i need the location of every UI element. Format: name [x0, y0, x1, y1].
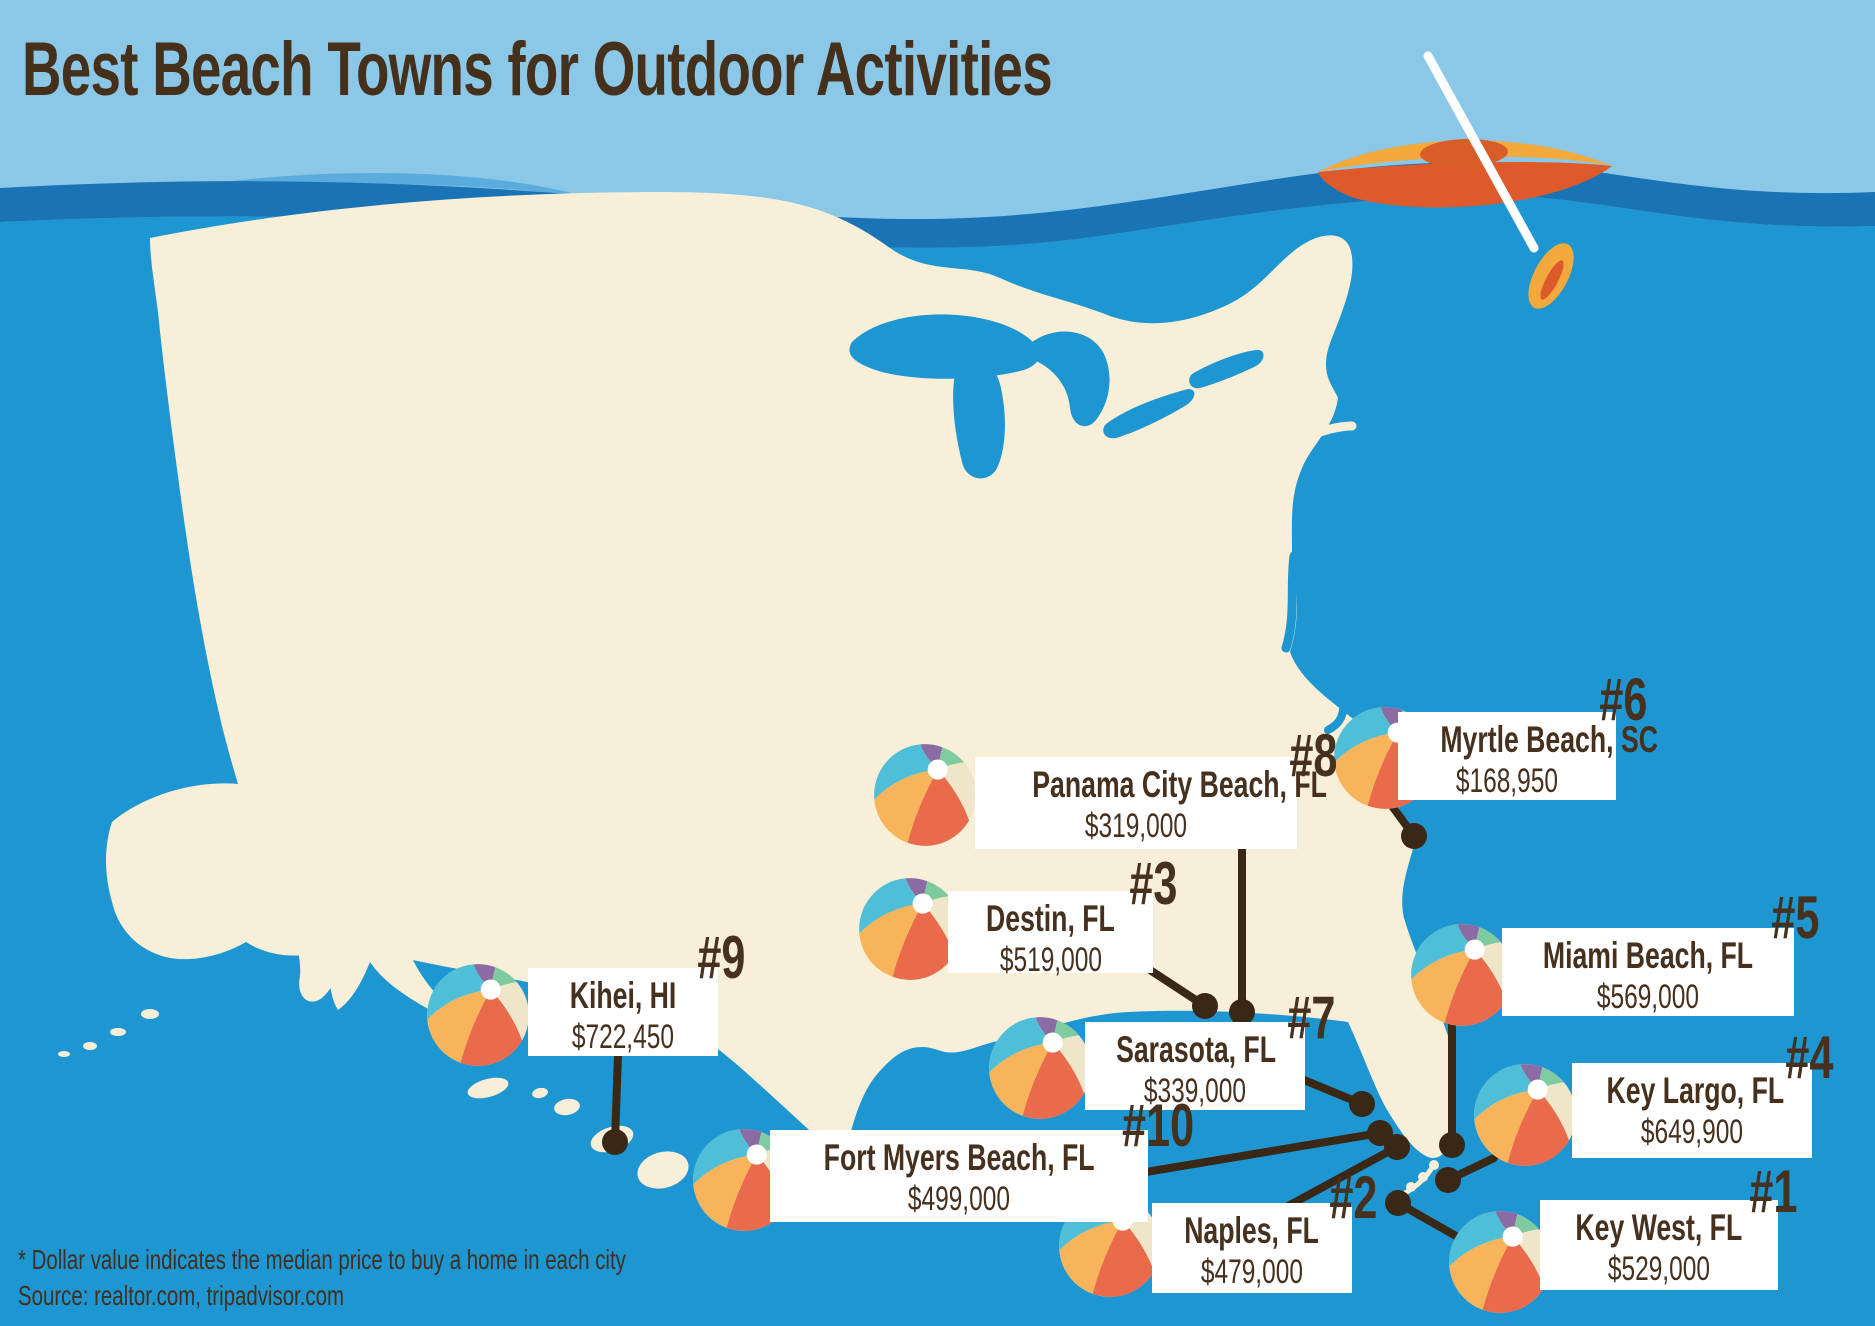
label-box: [948, 891, 1153, 973]
location-rank: #6: [1599, 666, 1648, 733]
location-name: Fort Myers Beach, FL: [823, 1137, 1095, 1178]
label-box: [1085, 1022, 1305, 1110]
leader-lines: [602, 802, 1498, 1248]
location-name: Sarasota, FL: [1116, 1029, 1276, 1070]
location-price: $499,000: [907, 1180, 1011, 1218]
lake-superior: [849, 314, 1040, 379]
beach-ball-icon: [1472, 1062, 1578, 1168]
location-price: $519,000: [999, 941, 1102, 979]
beach-ball-icon: [987, 1015, 1093, 1121]
label-box: [1502, 928, 1794, 1016]
label-box: [1152, 1203, 1352, 1293]
lake-michigan: [953, 361, 1005, 479]
footnote: * Dollar value indicates the median pric…: [18, 1242, 851, 1314]
long-island: [1301, 421, 1357, 443]
location-name: Kihei, HI: [569, 975, 677, 1016]
location-sarasota: Sarasota, FL $339,000 #7: [1085, 988, 1335, 1110]
location-rank: #1: [1749, 1158, 1798, 1225]
beach-ball-icon: [1447, 1209, 1553, 1315]
location-price: $168,950: [1455, 762, 1559, 800]
label-box: [1398, 712, 1616, 800]
location-name: Myrtle Beach, SC: [1440, 719, 1658, 760]
location-price: $569,000: [1596, 978, 1700, 1016]
chesapeake-bay: [1281, 551, 1347, 734]
location-rank: #3: [1129, 850, 1178, 917]
location-price: $649,900: [1640, 1113, 1744, 1151]
location-myrtle-beach: Myrtle Beach, SC $168,950 #6: [1398, 670, 1658, 800]
location-name: Miami Beach, FL: [1542, 935, 1754, 976]
location-panama-city-beach: Panama City Beach, FL $319,000 #8: [975, 726, 1337, 849]
location-name: Panama City Beach, FL: [1032, 764, 1327, 805]
alaska: [106, 783, 442, 1012]
location-name: Key West, FL: [1575, 1207, 1743, 1248]
location-rank: #4: [1785, 1024, 1834, 1091]
wave-highlight: [130, 172, 590, 198]
lake-erie: [1103, 389, 1195, 439]
beach-ball-icon: [872, 742, 978, 848]
location-key-west: Key West, FL $529,000 #1: [1540, 1162, 1797, 1290]
footnote-source: Source: realtor.com, tripadvisor.com: [18, 1280, 345, 1311]
location-price: $479,000: [1200, 1253, 1304, 1291]
location-price: $319,000: [1084, 807, 1188, 845]
location-price: $722,450: [571, 1018, 675, 1056]
location-rank: #5: [1771, 884, 1820, 951]
great-lakes: [849, 314, 1347, 734]
beach-ball-icon: [1409, 922, 1515, 1028]
location-price: $339,000: [1143, 1072, 1247, 1110]
location-destin: Destin, FL $519,000 #3: [948, 854, 1177, 973]
location-rank: #8: [1289, 722, 1338, 789]
location-price: $529,000: [1607, 1250, 1711, 1288]
page-title: Best Beach Towns for Outdoor Activities: [22, 27, 1053, 112]
location-kihei: Kihei, HI $722,450 #9: [528, 928, 745, 1056]
label-box: [528, 968, 718, 1056]
location-fort-myers-beach: Fort Myers Beach, FL $499,000 #10: [770, 1096, 1194, 1222]
location-rank: #9: [697, 924, 746, 991]
lake-huron: [1028, 331, 1110, 427]
footnote-note: * Dollar value indicates the median pric…: [18, 1244, 626, 1275]
label-box: [1572, 1063, 1812, 1158]
location-rank: #7: [1287, 984, 1336, 1051]
kayak-hull: [1318, 161, 1612, 208]
lake-ontario: [1189, 349, 1264, 389]
label-box: [1540, 1200, 1778, 1290]
beach-ball-icon: [425, 962, 531, 1068]
location-name: Destin, FL: [986, 898, 1115, 939]
kayak-icon: [1318, 51, 1612, 309]
label-box: [975, 757, 1297, 849]
location-rank: #2: [1329, 1164, 1378, 1231]
location-miami-beach: Miami Beach, FL $569,000 #5: [1502, 888, 1819, 1016]
location-key-largo: Key Largo, FL $649,900 #4: [1572, 1028, 1833, 1158]
paddle-icon: [1423, 51, 1574, 309]
aleutian-islands: [58, 1009, 159, 1057]
location-rank: #10: [1122, 1092, 1195, 1159]
location-naples: Naples, FL $479,000 #2: [1152, 1168, 1377, 1293]
location-name: Key Largo, FL: [1606, 1070, 1785, 1111]
label-box: [770, 1130, 1148, 1222]
location-name: Naples, FL: [1184, 1210, 1320, 1251]
